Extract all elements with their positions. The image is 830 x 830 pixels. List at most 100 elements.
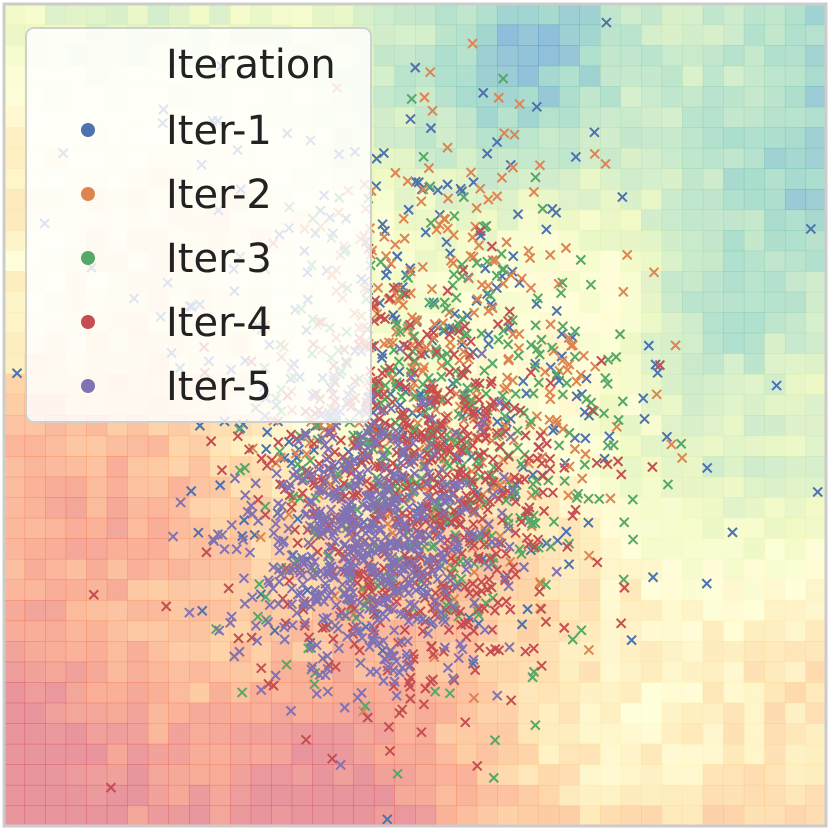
data-point [304,496,315,508]
data-point [563,559,575,570]
surface-cell [106,435,128,457]
data-point [553,440,565,451]
data-point [473,553,484,565]
data-point [284,565,295,577]
data-point [404,458,416,470]
surface-cell [661,743,683,765]
surface-cell [702,415,724,437]
surface-cell [723,312,745,334]
data-point [487,489,499,501]
surface-cell [168,743,190,765]
data-point [264,599,275,611]
data-point [88,589,99,600]
data-point [433,507,445,519]
surface-cell [456,805,478,827]
surface-cell [620,456,642,478]
surface-cell [764,620,786,642]
surface-cell [394,764,416,786]
data-point [238,514,250,526]
data-point [354,440,366,451]
data-point [512,209,524,220]
surface-cell [702,805,724,827]
surface-cell [373,230,396,252]
surface-cell [45,743,67,765]
surface-cell [579,702,601,724]
surface-cell [599,599,622,622]
surface-cell [579,599,601,622]
surface-cell [476,641,498,663]
legend-label-iter-1: Iter-1 [166,108,272,154]
surface-cell [373,723,396,745]
data-point [499,572,511,583]
surface-cell [147,4,169,26]
data-point [366,620,378,632]
surface-cell [599,805,622,827]
data-point [450,453,462,464]
surface-cell [764,271,786,293]
data-point [423,468,435,479]
data-point [627,494,639,505]
surface-cell [394,127,416,149]
surface-cell [723,661,745,683]
surface-cell [579,230,601,252]
data-point [385,645,396,656]
surface-cell [764,291,786,313]
surface-cell [230,558,252,580]
surface-cell [764,312,786,334]
surface-cell [517,230,539,252]
data-point [311,639,322,651]
data-point [615,618,627,629]
data-point [380,573,391,584]
surface-cell [24,599,46,622]
data-point [426,413,438,425]
data-point [364,422,375,434]
surface-cell [661,415,683,437]
surface-cell [723,517,745,539]
surface-cell [415,743,437,765]
data-point [487,454,499,465]
data-point [374,413,385,424]
surface-cell [784,435,807,457]
data-point [405,263,416,274]
data-point [367,593,378,604]
data-point [277,537,288,548]
data-point [379,543,390,555]
data-point [589,148,600,160]
surface-cell [579,291,601,313]
data-point [567,510,578,521]
surface-cell [497,168,519,190]
surface-cell [723,641,745,663]
surface-cell [702,86,724,108]
surface-cell [517,250,539,272]
data-point [448,229,459,241]
surface-cell [4,4,26,26]
data-point [350,538,361,549]
data-point [405,113,416,125]
data-point [354,608,365,620]
surface-cell [86,517,108,539]
surface-cell [764,517,786,539]
data-point [354,626,365,637]
surface-cell [106,682,128,704]
surface-cell [599,45,622,67]
surface-cell [599,209,622,231]
data-point [455,638,466,650]
surface-cell [65,784,87,807]
data-point [394,378,405,389]
surface-cell [620,65,642,87]
data-point [505,413,516,425]
data-point [311,688,322,700]
surface-cell [661,188,683,211]
surface-cell [661,599,683,622]
surface-cell [579,784,601,807]
surface-cell [435,250,457,272]
data-point [491,548,502,560]
data-point [389,468,400,479]
surface-cell [373,743,396,765]
surface-cell [764,784,786,807]
surface-cell [784,230,807,252]
surface-cell [45,435,67,457]
data-point [426,641,437,652]
data-point [403,501,415,513]
surface-cell [702,353,724,375]
